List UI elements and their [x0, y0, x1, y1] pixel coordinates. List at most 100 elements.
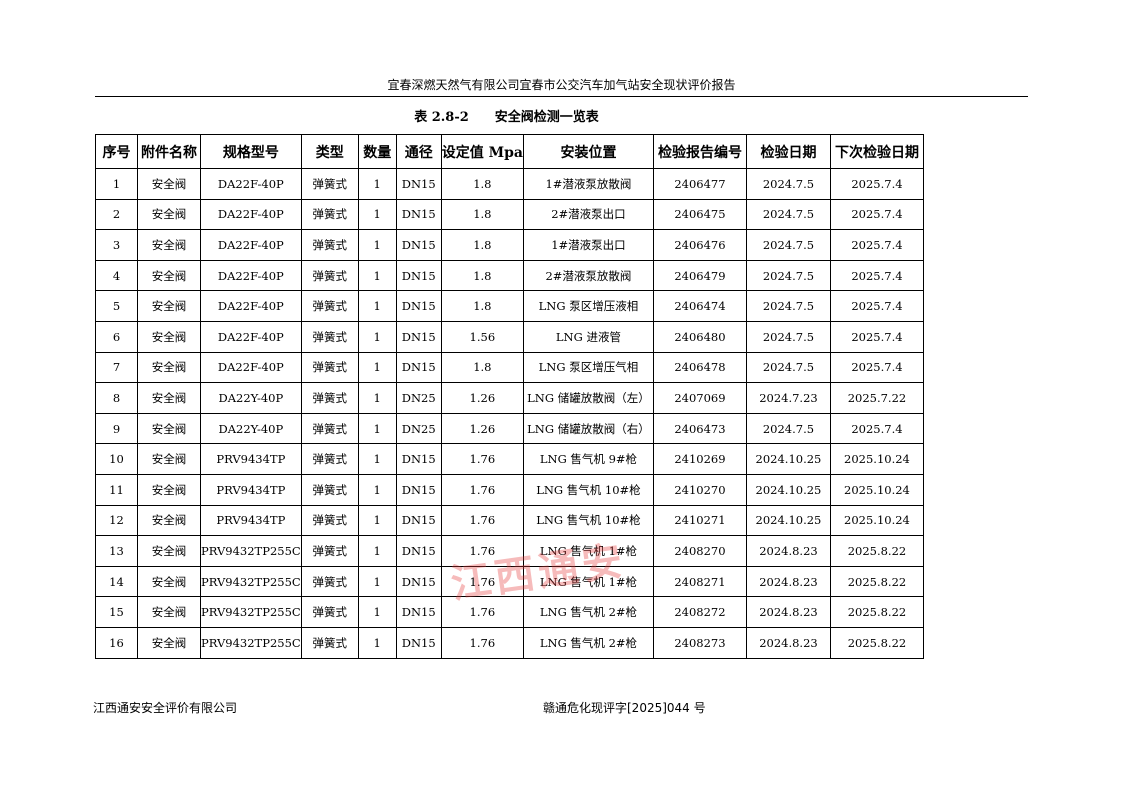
- table-cell: 2025.7.22: [829, 382, 924, 414]
- table-cell: 弹簧式: [300, 596, 359, 628]
- column-header: 设定值 Mpa: [440, 134, 524, 169]
- table-cell: 弹簧式: [300, 382, 359, 414]
- table-cell: 1: [357, 596, 397, 628]
- table-cell: 安全阀: [137, 382, 201, 414]
- table-row: 1 安全阀 DA22F-40P 弹簧式 1 DN15 1.8 1#潜液泵放散阀 2406477 2…: [95, 168, 924, 200]
- table-cell: 10: [95, 443, 138, 475]
- table-cell: DN15: [395, 198, 442, 231]
- table-cell: 1: [357, 565, 397, 598]
- table-cell: 2408272: [652, 596, 747, 628]
- table-cell: DN15: [395, 259, 442, 292]
- table-cell: DN25: [395, 382, 442, 414]
- table-row: 11 安全阀 PRV9434TP 弹簧式 1 DN15 1.76 LNG 售气机 10#枪 24…: [95, 473, 924, 506]
- table-cell: 2#潜液泵放散阀: [522, 259, 654, 292]
- table-cell: 2024.7.5: [745, 290, 831, 322]
- table-cell: 2#潜液泵出口: [522, 198, 654, 231]
- table-cell: 2024.7.5: [745, 229, 831, 261]
- table-cell: 2408271: [652, 565, 747, 598]
- table-cell: 安全阀: [137, 229, 201, 261]
- table-cell: 安全阀: [137, 168, 201, 200]
- table-cell: 2025.10.24: [829, 504, 924, 537]
- table-cell: 1.76: [440, 443, 524, 475]
- table-row: 10 安全阀 PRV9434TP 弹簧式 1 DN15 1.76 LNG 售气机 9#枪 241…: [95, 443, 924, 475]
- table-cell: 1.76: [440, 565, 524, 598]
- column-header: 检验日期: [745, 134, 831, 169]
- table-cell: 安全阀: [137, 535, 201, 567]
- table-cell: 弹簧式: [300, 443, 359, 475]
- table-cell: 弹簧式: [300, 473, 359, 506]
- table-cell: 2025.7.4: [829, 229, 924, 261]
- table-row: 9 安全阀 DA22Y-40P 弹簧式 1 DN25 1.26 LNG 储罐放散阀（右） 240…: [95, 412, 924, 445]
- table-cell: 弹簧式: [300, 198, 359, 231]
- table-cell: 1: [357, 168, 397, 200]
- table-cell: 弹簧式: [300, 351, 359, 384]
- table-cell: 2: [95, 198, 138, 231]
- table-cell: DA22F-40P: [200, 229, 302, 261]
- table-cell: 2024.8.23: [745, 626, 831, 659]
- table-row: 3 安全阀 DA22F-40P 弹簧式 1 DN15 1.8 1#潜液泵出口 2406476 20…: [95, 229, 924, 261]
- table-cell: 2406480: [652, 320, 747, 353]
- table-cell: 1.76: [440, 626, 524, 659]
- table-cell: 15: [95, 596, 138, 628]
- table-cell: 1: [357, 351, 397, 384]
- table-cell: DA22Y-40P: [200, 382, 302, 414]
- table-cell: 1: [357, 535, 397, 567]
- table-cell: 1.56: [440, 320, 524, 353]
- table-cell: 弹簧式: [300, 565, 359, 598]
- table-cell: DN25: [395, 412, 442, 445]
- table-cell: 1.26: [440, 412, 524, 445]
- table-cell: 2024.10.25: [745, 473, 831, 506]
- table-cell: 安全阀: [137, 290, 201, 322]
- table-cell: 6: [95, 320, 138, 353]
- table-cell: 2025.7.4: [829, 320, 924, 353]
- table-cell: 2406475: [652, 198, 747, 231]
- table-row: 15 安全阀 PRV9432TP255C 弹簧式 1 DN15 1.76 LNG 售气机 2#…: [95, 596, 924, 628]
- table-cell: 1.8: [440, 290, 524, 322]
- table-cell: 2025.7.4: [829, 259, 924, 292]
- table-cell: DA22F-40P: [200, 290, 302, 322]
- table-row: 5 安全阀 DA22F-40P 弹簧式 1 DN15 1.8 LNG 泵区增压液相 240647…: [95, 290, 924, 322]
- table-cell: 2406479: [652, 259, 747, 292]
- table-cell: 1.8: [440, 351, 524, 384]
- table-cell: 1: [357, 198, 397, 231]
- header-row: 序号 附件名称 规格型号 类型 数量 通径 设定值 Mpa 安装位置 检验报告编号 检验日期 下次检…: [95, 134, 924, 169]
- table-cell: DA22F-40P: [200, 259, 302, 292]
- table-cell: DN15: [395, 168, 442, 200]
- table-cell: 2410271: [652, 504, 747, 537]
- footer-right: 赣通危化现评字[2025]044 号: [543, 701, 706, 715]
- column-header: 附件名称: [137, 134, 201, 169]
- table-cell: 2408273: [652, 626, 747, 659]
- table-cell: 7: [95, 351, 138, 384]
- table-row: 8 安全阀 DA22Y-40P 弹簧式 1 DN25 1.26 LNG 储罐放散阀（左） 240…: [95, 382, 924, 414]
- table-cell: 弹簧式: [300, 290, 359, 322]
- table-cell: 16: [95, 626, 138, 659]
- table-cell: 2024.7.5: [745, 198, 831, 231]
- table-cell: 4: [95, 259, 138, 292]
- table-cell: 安全阀: [137, 259, 201, 292]
- table-cell: 12: [95, 504, 138, 537]
- table-cell: 安全阀: [137, 351, 201, 384]
- table-cell: 安全阀: [137, 596, 201, 628]
- table-body: 1 安全阀 DA22F-40P 弹簧式 1 DN15 1.8 1#潜液泵放散阀 2406477 2…: [95, 168, 924, 659]
- table-cell: 13: [95, 535, 138, 567]
- table-cell: 2406478: [652, 351, 747, 384]
- table-cell: 2410270: [652, 473, 747, 506]
- table-cell: LNG 售气机 9#枪: [522, 443, 654, 475]
- table-cell: 安全阀: [137, 626, 201, 659]
- table-cell: 2025.7.4: [829, 351, 924, 384]
- column-header: 检验报告编号: [652, 134, 747, 169]
- table-cell: LNG 进液管: [522, 320, 654, 353]
- column-header: 下次检验日期: [829, 134, 924, 169]
- table-cell: 1.8: [440, 168, 524, 200]
- table-cell: LNG 储罐放散阀（左）: [522, 382, 654, 414]
- table-cell: 2025.7.4: [829, 198, 924, 231]
- table-cell: 弹簧式: [300, 504, 359, 537]
- table-cell: PRV9432TP255C: [200, 596, 302, 628]
- table-cell: 1: [357, 412, 397, 445]
- table-cell: 2406473: [652, 412, 747, 445]
- table-cell: 安全阀: [137, 443, 201, 475]
- table-cell: 安全阀: [137, 473, 201, 506]
- table-cell: 弹簧式: [300, 168, 359, 200]
- table-cell: 1.76: [440, 473, 524, 506]
- table-cell: 11: [95, 473, 138, 506]
